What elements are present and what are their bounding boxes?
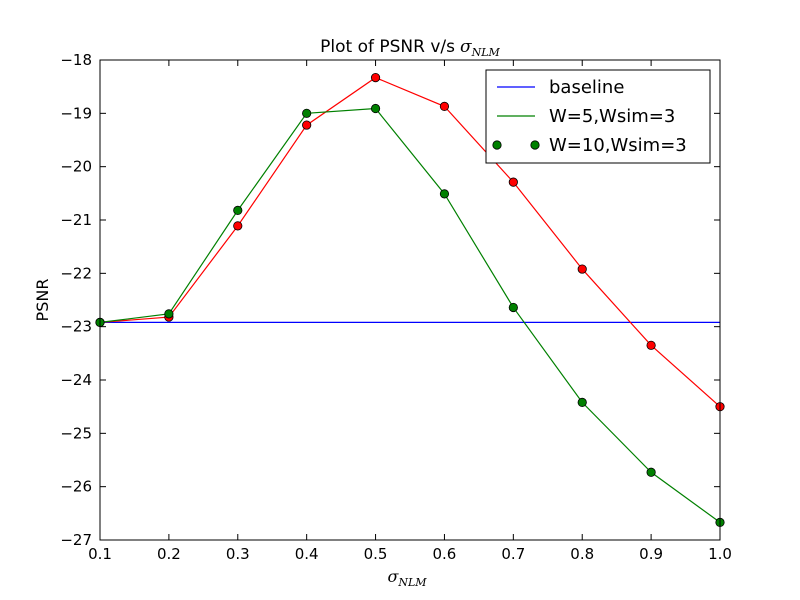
- legend-label: W=10,Wsim=3: [549, 135, 687, 156]
- chart-title-sigma-sub: NLM: [471, 46, 501, 59]
- data-point: [577, 397, 587, 407]
- y-tick-label: −25: [60, 424, 92, 442]
- legend-label: W=5,Wsim=3: [549, 106, 675, 127]
- y-tick-label: −19: [60, 104, 92, 122]
- x-tick-label: 0.8: [570, 545, 594, 563]
- x-axis-label-sub: NLM: [397, 576, 427, 589]
- data-point: [439, 101, 450, 112]
- y-tick-label: −26: [60, 478, 92, 496]
- data-point: [370, 103, 381, 114]
- series-line: [99, 76, 721, 408]
- data-point: [302, 108, 312, 118]
- data-point: [233, 221, 243, 231]
- x-tick-label: 0.3: [226, 545, 250, 563]
- x-tick-label: 1.0: [708, 545, 732, 563]
- y-tick-label: −22: [60, 264, 92, 282]
- data-point: [508, 177, 518, 187]
- legend-marker: [530, 140, 540, 150]
- legend-item: baseline: [497, 77, 624, 98]
- y-tick-label: −24: [60, 371, 92, 389]
- y-tick-label: −18: [60, 51, 92, 69]
- x-tick-label: 0.1: [88, 545, 112, 563]
- series-line: [99, 107, 721, 523]
- y-axis-ticks: −27 −26 −25 −24 −23 −22 −21 −20 −19 −18: [60, 51, 720, 549]
- y-tick-label: −23: [60, 318, 92, 336]
- legend-label: baseline: [549, 77, 624, 98]
- x-tick-label: 0.6: [433, 545, 457, 563]
- x-axis-label: σNLM: [387, 567, 427, 589]
- y-tick-label: −21: [60, 211, 92, 229]
- plot-frame: [99, 59, 721, 541]
- data-point: [646, 467, 656, 477]
- legend-item: W=10,Wsim=3: [492, 135, 687, 156]
- x-tick-label: 0.2: [157, 545, 181, 563]
- x-axis-label-sigma: σ: [387, 567, 399, 586]
- data-point: [508, 302, 518, 313]
- legend-marker: [492, 140, 502, 150]
- x-tick-label: 0.4: [295, 545, 319, 563]
- data-point: [233, 205, 243, 215]
- y-tick-label: −27: [60, 531, 92, 549]
- x-axis-ticks: 0.1 0.2 0.3 0.4 0.5 0.6 0.7 0.8 0.9 1.0: [88, 60, 732, 563]
- plot-area: [95, 59, 725, 541]
- legend: baseline W=5,Wsim=3 W=10,Wsim=3: [485, 69, 711, 164]
- data-point: [577, 264, 587, 274]
- chart-title-text: Plot of PSNR v/s: [320, 37, 455, 57]
- x-tick-label: 0.5: [364, 545, 388, 563]
- data-point: [646, 340, 656, 350]
- y-tick-label: −20: [60, 158, 92, 176]
- x-tick-label: 0.7: [501, 545, 525, 563]
- legend-item: W=5,Wsim=3: [497, 106, 675, 127]
- data-point: [164, 309, 174, 319]
- chart-title-sigma: σ: [460, 37, 472, 57]
- data-point: [370, 73, 381, 83]
- chart-title: Plot of PSNR v/s σNLM: [320, 37, 500, 59]
- data-point: [302, 120, 312, 130]
- x-tick-label: 0.9: [639, 545, 663, 563]
- y-axis-label: PSNR: [33, 279, 52, 322]
- data-point: [439, 189, 450, 199]
